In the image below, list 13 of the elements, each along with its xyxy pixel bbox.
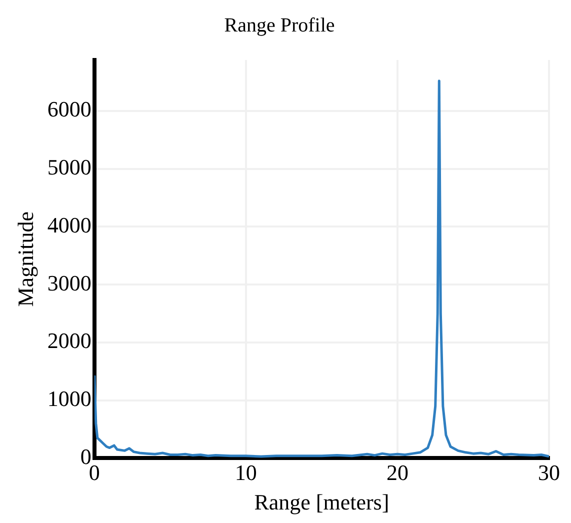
y-tick-label: 2000 — [47, 328, 92, 354]
y-tick-label: 4000 — [47, 212, 92, 238]
y-tick-label: 6000 — [47, 96, 92, 122]
y-tick-label: 3000 — [47, 270, 92, 296]
y-tick-label: 0 — [80, 444, 92, 469]
x-tick-label: 30 — [538, 460, 560, 486]
y-tick-label: 5000 — [47, 154, 92, 180]
x-axis-title: Range [meters] — [254, 490, 390, 515]
y-axis-title: Magnitude — [12, 211, 38, 307]
y-tick-label: 1000 — [47, 386, 92, 412]
x-tick-label: 10 — [234, 460, 257, 486]
x-tick-label: 20 — [386, 460, 408, 486]
chart-title: Range Profile — [224, 14, 335, 36]
